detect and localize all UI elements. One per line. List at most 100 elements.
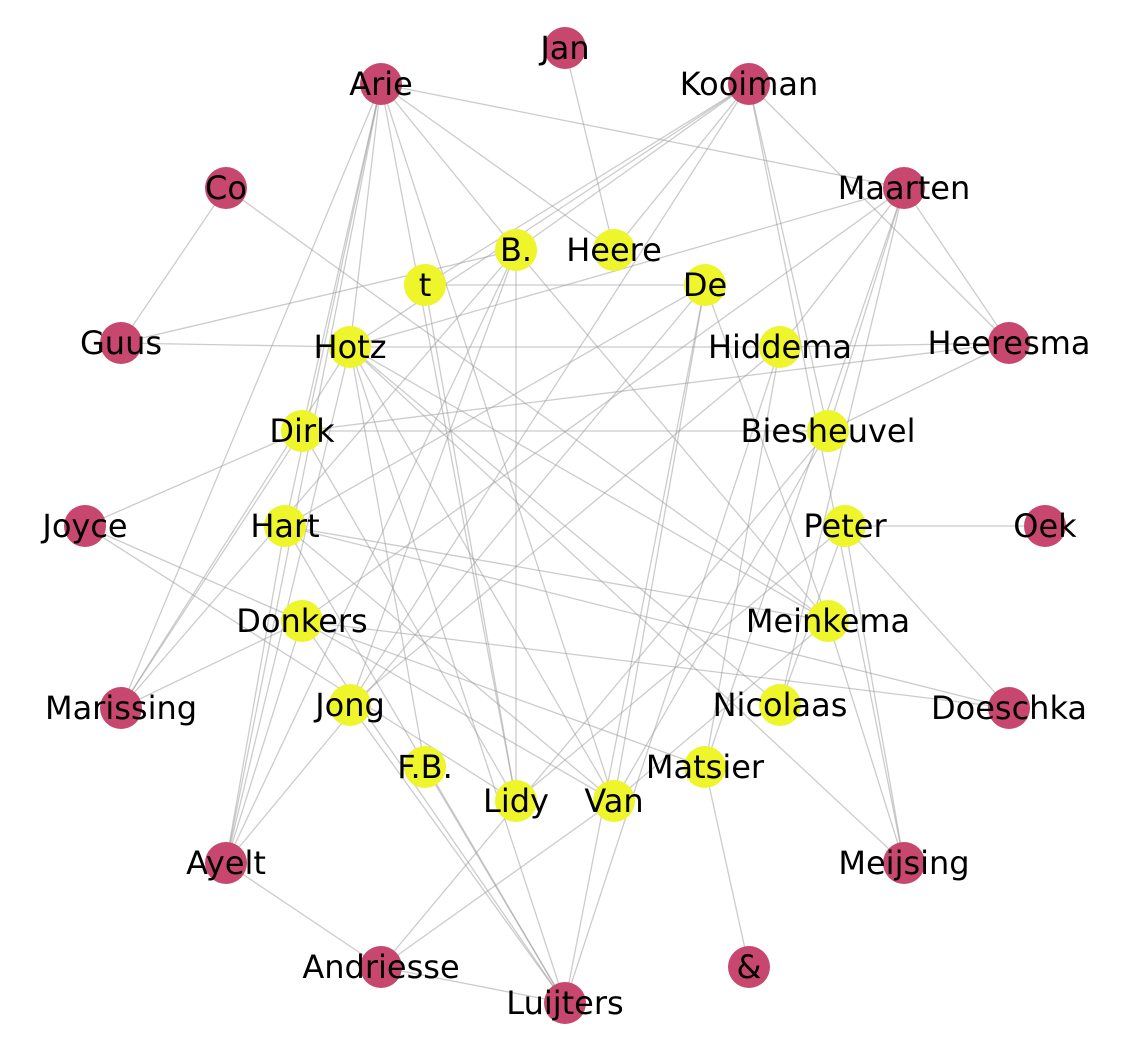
node-label-matsier: Matsier: [646, 748, 765, 786]
edge-marissing-dirk: [120, 430, 303, 709]
node-joyce: [64, 505, 106, 547]
edge-luijters-fb: [424, 766, 566, 1004]
node-jong: [329, 684, 371, 726]
edge-b-meinkema: [515, 249, 829, 622]
node-de: [684, 264, 726, 306]
node-label-ayelt: Ayelt: [186, 844, 266, 882]
node-label-peter: Peter: [803, 507, 887, 545]
edge-kooiman-t: [424, 83, 750, 286]
edge-meijsing-peter: [844, 525, 905, 864]
node-label-meijsing: Meijsing: [838, 844, 969, 882]
node-andriesse: [360, 946, 402, 988]
node-amp: [728, 946, 770, 988]
node-nicolaas: [759, 684, 801, 726]
node-fb: [404, 746, 446, 788]
edge-donkers-van: [301, 620, 615, 802]
node-label-maarten: Maarten: [838, 169, 971, 207]
edge-peter-lidy: [515, 525, 846, 802]
node-heere: [593, 229, 635, 271]
node-label-donkers: Donkers: [236, 602, 367, 640]
edge-arie-heere: [380, 83, 615, 251]
node-label-fb: F.B.: [397, 748, 453, 786]
edge-luijters-hiddema: [564, 346, 781, 1004]
node-hart: [264, 505, 306, 547]
node-label-arie: Arie: [349, 65, 413, 103]
edge-amp-matsier: [704, 766, 750, 968]
edge-ayelt-hart: [225, 525, 286, 864]
node-donkers: [281, 600, 323, 642]
node-lidy: [495, 780, 537, 822]
node-biesheuvel: [807, 410, 849, 452]
node-label-biesheuvel: Biesheuvel: [741, 412, 916, 450]
node-label-co: Co: [205, 169, 247, 207]
edge-arie-ayelt: [225, 83, 382, 864]
node-label-jan: Jan: [538, 29, 589, 67]
node-label-guus: Guus: [80, 324, 162, 362]
node-label-andriesse: Andriesse: [302, 948, 459, 986]
edge-arie-hotz: [349, 83, 382, 348]
edge-maarten-heeresma: [903, 187, 1010, 344]
edge-de-hart: [284, 284, 706, 527]
node-jan: [544, 27, 586, 69]
node-meijsing: [883, 842, 925, 884]
edge-kooiman-heere: [613, 83, 750, 251]
edge-co-guus: [120, 187, 227, 344]
node-label-heere: Heere: [566, 231, 662, 269]
edge-luijters-de: [564, 284, 706, 1004]
edge-heeresma-hiddema: [779, 342, 1010, 348]
edge-kooiman-hotz: [349, 83, 750, 348]
node-co: [205, 167, 247, 209]
node-oek: [1024, 505, 1066, 547]
edge-ayelt-b: [225, 249, 517, 864]
edge-marissing-hotz: [120, 346, 351, 709]
edge-luijters-hotz: [349, 346, 566, 1004]
edge-ayelt-hotz: [225, 346, 351, 864]
node-hiddema: [759, 326, 801, 368]
edge-joyce-donkers: [84, 525, 303, 622]
edge-arie-b: [380, 83, 517, 251]
node-van: [593, 780, 635, 822]
label-layer: Jan Arie Kooiman Co Maarten Guus Heeresma Joyce…: [40, 29, 1090, 1022]
edge-maarten-biesheuvel: [827, 187, 905, 432]
node-label-de: De: [683, 266, 727, 304]
node-hotz: [329, 326, 371, 368]
node-ayelt: [205, 842, 247, 884]
node-label-oek: Oek: [1013, 507, 1077, 545]
edge-jan-heere: [564, 47, 615, 251]
node-label-meinkema: Meinkema: [746, 602, 910, 640]
edge-kooiman-biesheuvel: [748, 83, 829, 432]
node-guus: [100, 322, 142, 364]
node-kooiman: [728, 63, 770, 105]
edge-arie-marissing: [120, 83, 382, 709]
node-matsier: [684, 746, 726, 788]
node-label-nicolaas: Nicolaas: [713, 686, 848, 724]
edge-co-meinkema: [225, 187, 829, 622]
edge-luijters-jong: [349, 704, 566, 1004]
node-b: [495, 229, 537, 271]
edge-ayelt-donkers: [225, 620, 303, 864]
edge-heeresma-biesheuvel: [827, 342, 1010, 432]
edge-meijsing-meinkema: [827, 620, 905, 864]
edge-arie-van: [380, 83, 615, 802]
edge-arie-hart: [284, 83, 382, 527]
node-layer: [64, 27, 1066, 1024]
edge-jong-hiddema: [349, 346, 781, 706]
node-label-kooiman: Kooiman: [680, 65, 819, 103]
node-label-hotz: Hotz: [314, 328, 387, 366]
edge-ayelt-andriesse: [225, 862, 382, 968]
edge-heeresma-dirk: [301, 342, 1010, 432]
node-meinkema: [807, 600, 849, 642]
edge-marissing-donkers: [120, 620, 303, 709]
node-label-amp: &: [737, 948, 762, 986]
edge-kooiman-heeresma: [748, 83, 1010, 344]
edge-doeschka-peter: [844, 525, 1010, 709]
edge-guus-b: [120, 249, 517, 344]
edge-andriesse-van: [380, 800, 615, 968]
edge-hotz-fb: [349, 346, 426, 768]
edge-ayelt-de: [225, 284, 706, 864]
node-heeresma: [988, 322, 1030, 364]
node-doeschka: [988, 687, 1030, 729]
edge-hotz-meinkema: [349, 346, 829, 622]
edge-de-van: [613, 284, 706, 802]
